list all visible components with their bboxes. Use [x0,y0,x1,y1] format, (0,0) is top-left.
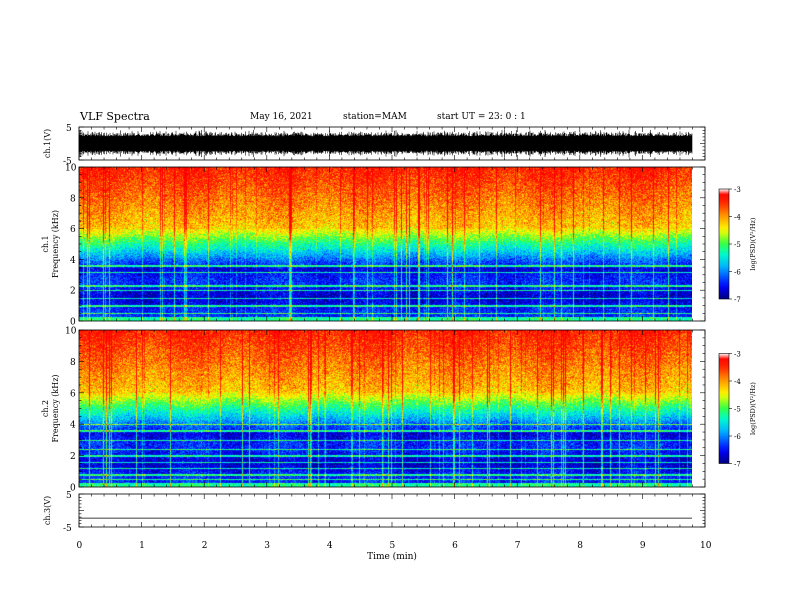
y-tick-label: 10 [65,327,77,337]
colorbar-tick-label: -7 [734,296,741,304]
y-tick-label: 6 [70,225,76,235]
y-axis-label-frequency: Frequency (kHz) [51,210,60,278]
y-tick-label: -5 [63,157,72,167]
y-tick-label: 2 [70,287,76,297]
y-tick-label: -5 [63,524,72,534]
colorbar-tick-label: -5 [734,241,741,249]
x-tick-label: 1 [139,541,145,551]
start-time-label: start UT = 23: 0 : 1 [437,112,526,122]
y-tick-label: 5 [66,491,72,501]
colorbar-tick-label: -5 [734,406,741,414]
y-tick-label: 4 [70,256,76,266]
y-axis-label: ch.1(V) [43,129,52,158]
x-tick-label: 4 [327,541,333,551]
x-tick-label: 10 [700,541,712,551]
x-tick-label: 7 [515,541,521,551]
y-tick-label: 5 [66,124,72,134]
colorbars: -3 -4 -5 -6 -7 log(PSD)(V²/Hz) -3 -4 -5 -6 -7 log(P… [718,186,757,469]
ch1-spectrogram-image [79,167,692,321]
x-tick-label: 6 [452,541,458,551]
colorbar-label: log(PSD)(V²/Hz) [749,382,757,435]
colorbar-label: log(PSD)(V²/Hz) [749,217,757,270]
y-tick-label: 6 [70,389,76,399]
y-axis-label-channel: ch.2 [41,400,50,417]
ch1-spectrogram-panel [79,167,692,321]
y-tick-label: 0 [70,318,76,328]
colorbar-tick-label: -6 [734,269,741,277]
x-tick-label: 2 [202,541,208,551]
colorbar-tick-label: -7 [734,461,741,469]
colorbar-tick-label: -4 [734,214,741,222]
colorbar-tick-label: -6 [734,433,741,441]
ch1-waveform-panel [78,129,693,158]
ch1-waveform-trace [78,129,693,158]
x-tick-label: 5 [390,541,396,551]
x-tick-label: 0 [77,541,83,551]
y-axis-label-frequency: Frequency (kHz) [51,374,60,442]
y-tick-label: 8 [70,358,76,368]
y-tick-label: 0 [70,484,76,494]
y-tick-label: 10 [65,164,77,174]
ch2-colorbar [718,353,730,464]
date-label: May 16, 2021 [250,112,313,122]
colorbar-tick-label: -3 [734,186,741,194]
y-tick-label: 8 [70,194,76,204]
y-tick-label: 4 [70,421,76,431]
chart-title: VLF Spectra [80,110,150,123]
x-tick-label: 9 [640,541,646,551]
y-axis-label: ch.3(V) [43,496,52,525]
ch1-colorbar [718,188,730,300]
y-tick-label: 2 [70,452,76,462]
colorbar-tick-label: -4 [734,378,741,386]
x-tick-label: 8 [577,541,583,551]
ch2-spectrogram-image [79,330,692,487]
x-axis-label: Time (min) [367,551,417,562]
colorbar-tick-label: -3 [734,351,741,359]
station-label: station=MAM [343,112,407,122]
y-axis-label-channel: ch.1 [41,235,50,252]
x-tick-label: 3 [264,541,270,551]
ch2-spectrogram-panel [79,330,692,487]
